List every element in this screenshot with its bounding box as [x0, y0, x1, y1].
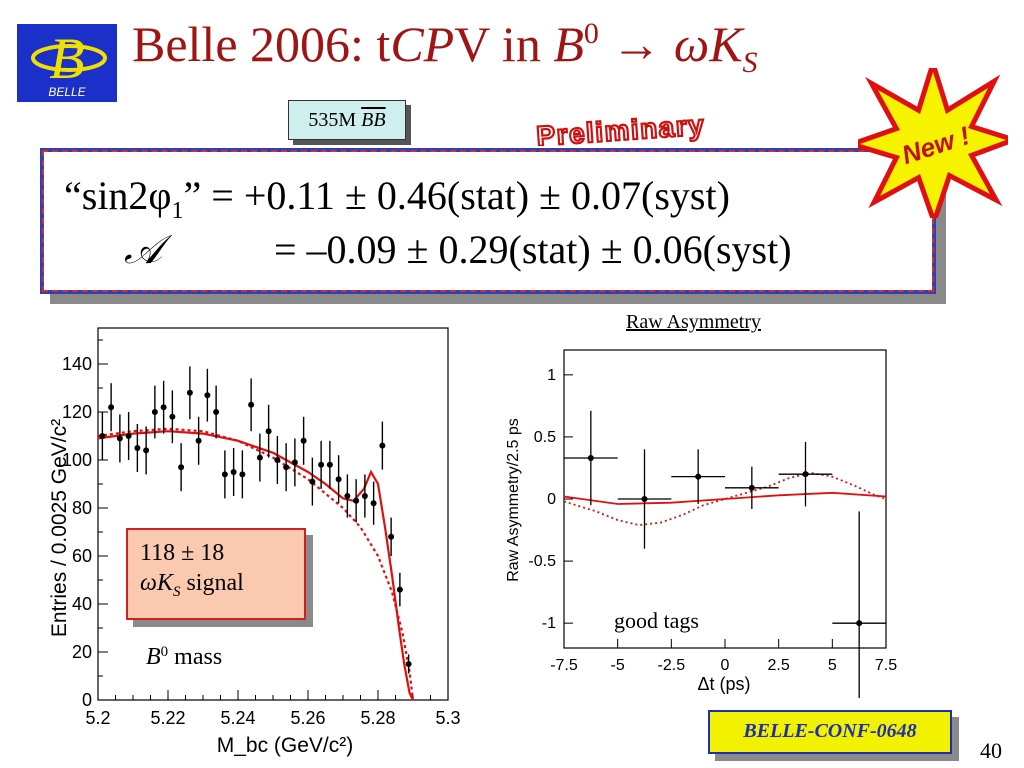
data-point — [151, 409, 158, 415]
data-point — [143, 447, 150, 454]
y-tick-label: 60 — [72, 546, 92, 566]
data-point — [318, 461, 325, 468]
data-point — [291, 459, 298, 466]
y-tick-label: 0 — [82, 690, 92, 710]
new-badge-starburst: New ! — [858, 68, 1008, 218]
x-tick-label: 5.24 — [220, 708, 255, 728]
logo-text: BELLE — [48, 85, 86, 99]
data-point — [178, 464, 185, 471]
data-point — [405, 661, 412, 667]
belle-logo: B BELLE — [17, 24, 117, 102]
good-tags-label: good tags — [614, 608, 699, 633]
data-point — [230, 469, 237, 475]
data-point — [641, 496, 648, 502]
y-tick-label: 140 — [62, 354, 92, 374]
x-tick-label: 5 — [828, 657, 837, 674]
x-tick-label: 5.3 — [435, 708, 460, 728]
data-point — [99, 433, 106, 439]
data-point — [256, 454, 263, 461]
direct-cp-result: 𝒜 = –0.09 ± 0.29(stat) ± 0.06(syst) — [124, 227, 792, 272]
result-box: “sin2φ1” = +0.11 ± 0.46(stat) ± 0.07(sys… — [40, 148, 936, 294]
y-axis-label: Raw Asymmetry/2.5 ps — [505, 418, 522, 582]
data-point — [379, 442, 386, 449]
data-point — [370, 500, 377, 507]
data-point — [353, 497, 360, 504]
y-tick-label: 100 — [62, 450, 92, 470]
page-number: 40 — [980, 738, 1002, 763]
data-point — [108, 404, 115, 411]
x-tick-label: 0 — [721, 657, 730, 674]
data-point — [125, 433, 132, 439]
y-tick-label: -1 — [542, 615, 556, 632]
x-axis-label: M_bc (GeV/c²) — [217, 734, 354, 757]
y-axis-label: Entries / 0.0025 GeV/c² — [48, 419, 71, 637]
x-tick-label: -7.5 — [550, 657, 578, 674]
data-point — [248, 401, 255, 408]
x-tick-label: 5.22 — [150, 708, 185, 728]
y-tick-label: 80 — [72, 498, 92, 518]
y-tick-label: -0.5 — [528, 553, 556, 570]
data-point — [204, 392, 211, 399]
sample-size-box: 535M BB — [288, 100, 406, 140]
y-tick-label: 0.5 — [534, 429, 556, 446]
page-title: Belle 2006: tCPV in B0 → ωKS — [132, 16, 758, 79]
dotted-fit-curve — [563, 471, 887, 527]
data-point — [221, 471, 228, 478]
y-tick-label: 1 — [547, 367, 556, 384]
y-tick-label: 20 — [72, 642, 92, 662]
svg-text:Preliminary: Preliminary — [535, 109, 706, 146]
data-point — [213, 409, 220, 415]
x-tick-label: 5.2 — [85, 708, 110, 728]
logo-letter: B — [49, 26, 84, 91]
data-point — [335, 476, 342, 483]
data-point — [186, 389, 193, 396]
sin2phi1-result: “sin2φ1” = +0.11 ± 0.46(stat) ± 0.07(sys… — [64, 173, 730, 224]
data-point — [265, 428, 272, 435]
data-point — [361, 493, 368, 499]
data-point — [695, 473, 702, 480]
data-point — [116, 435, 123, 442]
data-point — [396, 586, 403, 593]
x-tick-label: -2.5 — [658, 657, 686, 674]
data-point — [300, 437, 307, 444]
x-tick-label: 2.5 — [768, 657, 790, 674]
data-point — [160, 404, 167, 411]
x-tick-label: -5 — [611, 657, 625, 674]
raw-asymmetry-chart: -7.5 -5 -2.5 0 2.5 5 7.5 -1 -0.5 0 0.5 1 Δt (ps) Ra… — [505, 349, 897, 698]
data-point — [802, 471, 809, 478]
x-tick-label: 5.28 — [360, 708, 395, 728]
data-point — [748, 484, 755, 491]
x-tick-label: 7.5 — [875, 657, 897, 674]
b0-mass-label: B0 mass — [146, 644, 223, 670]
x-axis-label: Δt (ps) — [697, 674, 750, 694]
y-tick-label: 120 — [62, 402, 92, 422]
y-tick-label: 0 — [547, 491, 556, 508]
data-point — [309, 478, 316, 485]
signal-label: ωKS signal — [140, 570, 244, 600]
y-tick-label: 40 — [72, 594, 92, 614]
data-point — [274, 457, 281, 463]
data-point — [195, 437, 202, 444]
data-point — [587, 455, 594, 462]
data-point — [856, 620, 863, 627]
data-point — [134, 445, 141, 451]
data-point — [239, 471, 246, 478]
x-tick-label: 5.26 — [290, 708, 325, 728]
data-point — [283, 464, 290, 471]
data-point — [344, 493, 351, 499]
solid-fit-curve — [563, 491, 887, 505]
preliminary-label: Preliminary — [534, 108, 707, 146]
data-point — [169, 413, 176, 420]
signal-yield: 118 ± 18 — [140, 540, 225, 566]
data-point — [388, 533, 395, 540]
data-point — [326, 461, 333, 468]
mbc-distribution-chart: 5.2 5.22 5.24 5.26 5.28 5.3 0 20 40 60 80 100 120 140… — [48, 327, 461, 757]
raw-asymmetry-title: Raw Asymmetry — [626, 311, 761, 333]
conf-reference-box: BELLE-CONF-0648 — [708, 710, 952, 754]
signal-yield-box: 118 ± 18 ωKS signal — [126, 528, 306, 620]
